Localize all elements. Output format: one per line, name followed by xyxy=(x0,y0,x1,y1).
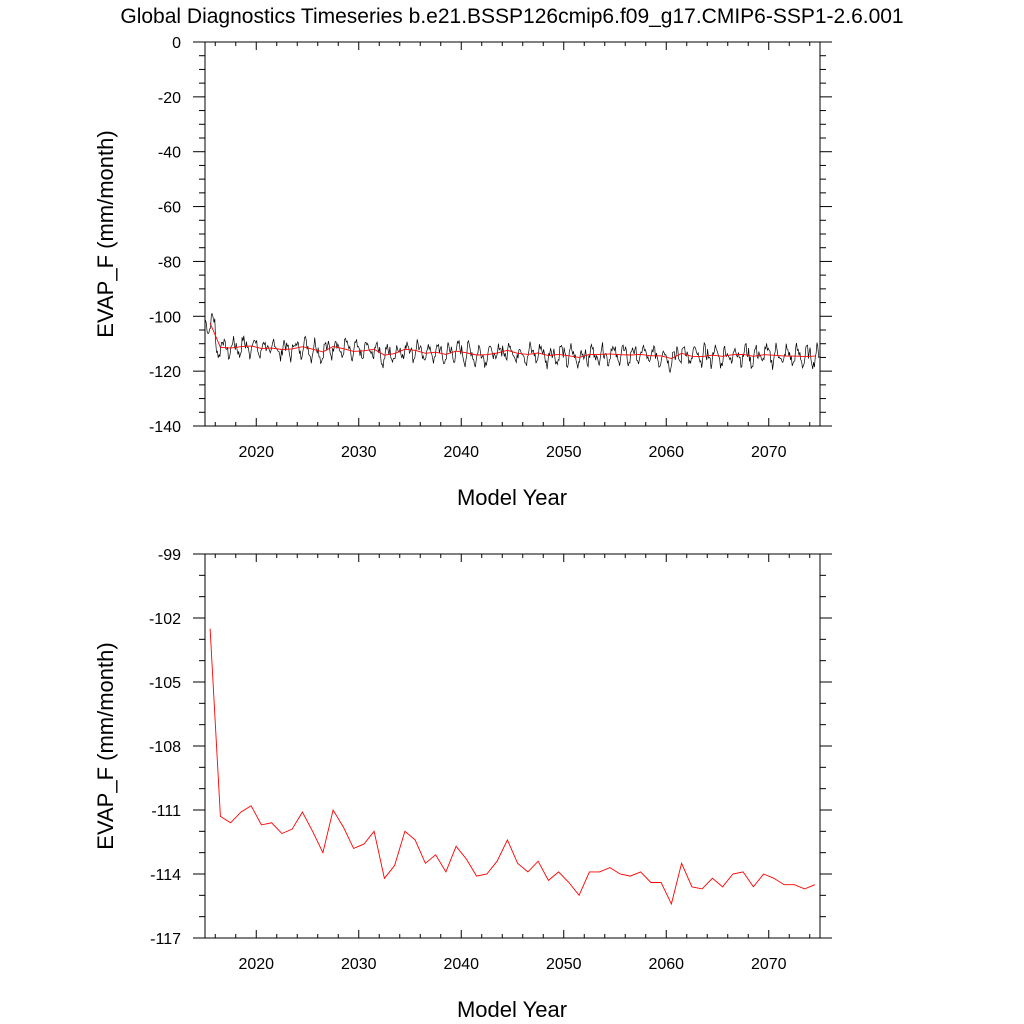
x-tick-label: 2060 xyxy=(648,444,684,461)
x-tick-label: 2040 xyxy=(443,444,479,461)
y-tick-label: -140 xyxy=(149,419,181,436)
annual-mean-series-line xyxy=(209,628,816,906)
y-tick-label: -60 xyxy=(158,200,181,217)
top-y-ticks: -140 -120 -100 -80 -60 -40 -20 0 xyxy=(149,35,832,436)
chart-title: Global Diagnostics Timeseries b.e21.BSSP… xyxy=(120,5,903,28)
x-tick-label: 2070 xyxy=(751,444,787,461)
x-tick-label: 2030 xyxy=(341,444,377,461)
top-panel: 2020 2030 2040 2050 2060 2070 -140 -120 -100 -80… xyxy=(93,35,832,510)
x-tick-label: 2050 xyxy=(546,956,582,973)
bottom-y-axis-title: EVAP_F (mm/month) xyxy=(93,642,118,849)
y-tick-label: -99 xyxy=(158,547,181,564)
bottom-x-axis-title: Model Year xyxy=(457,997,567,1022)
y-tick-label: -120 xyxy=(149,364,181,381)
x-tick-label: 2020 xyxy=(238,956,274,973)
x-tick-label: 2030 xyxy=(341,956,377,973)
top-x-ticks: 2020 2030 2040 2050 2060 2070 xyxy=(214,42,811,461)
monthly-series-line xyxy=(205,313,820,373)
x-tick-label: 2070 xyxy=(751,956,787,973)
x-tick-label: 2020 xyxy=(238,444,274,461)
x-tick-label: 2040 xyxy=(443,956,479,973)
y-tick-label: -80 xyxy=(158,254,181,271)
y-tick-label: -20 xyxy=(158,90,181,107)
x-tick-label: 2060 xyxy=(648,956,684,973)
bottom-series xyxy=(209,628,816,906)
y-tick-label: -111 xyxy=(151,803,181,820)
y-tick-label: -105 xyxy=(149,675,181,692)
bottom-x-ticks: 2020 2030 2040 2050 2060 2070 xyxy=(214,554,811,973)
bottom-panel: 2020 2030 2040 2050 2060 2070 -117 -114 -111 -10… xyxy=(93,547,832,1022)
y-tick-label: -114 xyxy=(150,867,181,884)
annual-mean-series-line xyxy=(209,322,815,359)
y-tick-label: -40 xyxy=(158,145,181,162)
bottom-y-ticks: -117 -114 -111 -108 -105 -102 -99 xyxy=(149,547,832,948)
top-y-axis-title: EVAP_F (mm/month) xyxy=(93,130,118,337)
top-x-axis-title: Model Year xyxy=(457,485,567,510)
y-tick-label: -117 xyxy=(150,931,181,948)
top-series xyxy=(205,313,820,373)
top-plot-frame xyxy=(204,41,821,427)
y-tick-label: 0 xyxy=(172,35,181,52)
y-tick-label: -102 xyxy=(149,611,181,628)
x-tick-label: 2050 xyxy=(546,444,582,461)
y-tick-label: -108 xyxy=(149,739,181,756)
y-tick-label: -100 xyxy=(149,309,181,326)
